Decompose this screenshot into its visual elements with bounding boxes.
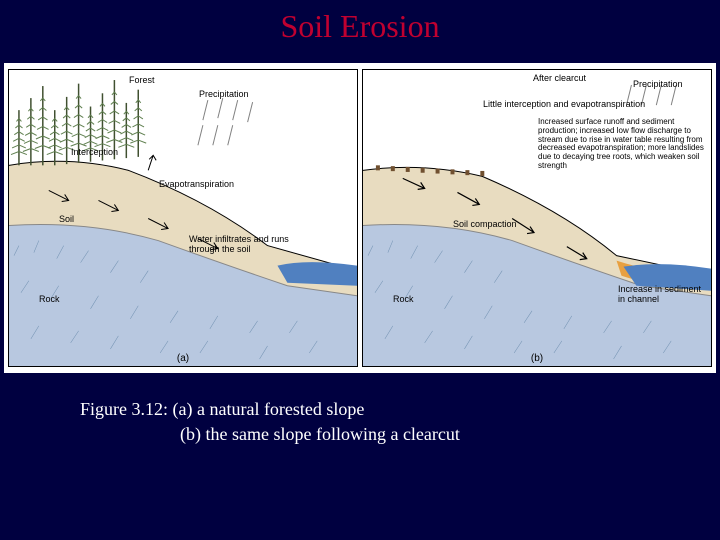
label-little: Little interception and evapotranspirati…: [483, 100, 663, 110]
panel-a-id: (a): [177, 353, 189, 364]
caption-prefix: Figure 3.12:: [80, 399, 168, 419]
stump: [465, 170, 469, 175]
panel-b: After clearcut Precipitation Little inte…: [362, 69, 712, 367]
panel-b-svg: [363, 70, 711, 366]
label-compaction: Soil compaction: [453, 220, 517, 230]
stump: [406, 167, 410, 172]
tree: [23, 98, 39, 165]
label-rock-a: Rock: [39, 295, 60, 305]
stump: [450, 169, 454, 174]
label-interception: Interception: [71, 148, 118, 158]
label-precip-b: Precipitation: [633, 80, 683, 90]
stump: [376, 165, 380, 170]
stump: [421, 168, 425, 173]
panel-a: Forest Precipitation Interception Evapot…: [8, 69, 358, 367]
label-sediment: Increase in sediment in channel: [618, 285, 708, 305]
stream-a: [277, 262, 357, 286]
tree: [47, 110, 63, 165]
label-infiltrate: Water infiltrates and runs through the s…: [189, 235, 299, 255]
caption-line-a: (a) a natural forested slope: [173, 399, 365, 419]
stump: [480, 171, 484, 176]
stump: [436, 169, 440, 174]
page-title: Soil Erosion: [0, 0, 720, 45]
label-rock-b: Rock: [393, 295, 414, 305]
figure-container: Forest Precipitation Interception Evapot…: [4, 63, 716, 373]
rain-a: [198, 98, 253, 145]
panel-b-id: (b): [531, 353, 543, 364]
figure-caption: Figure 3.12: (a) a natural forested slop…: [80, 397, 720, 447]
label-after: After clearcut: [533, 74, 586, 84]
evap-arrow-a: [148, 155, 156, 170]
label-precip-a: Precipitation: [199, 90, 249, 100]
label-increased: Increased surface runoff and sediment pr…: [538, 118, 708, 171]
stump: [391, 166, 395, 171]
label-forest: Forest: [129, 76, 155, 86]
label-evap: Evapotranspiration: [159, 180, 234, 190]
tree: [118, 103, 134, 158]
tree: [11, 110, 27, 165]
caption-line-b: (b) the same slope following a clearcut: [180, 424, 460, 444]
label-soil-a: Soil: [59, 215, 74, 225]
